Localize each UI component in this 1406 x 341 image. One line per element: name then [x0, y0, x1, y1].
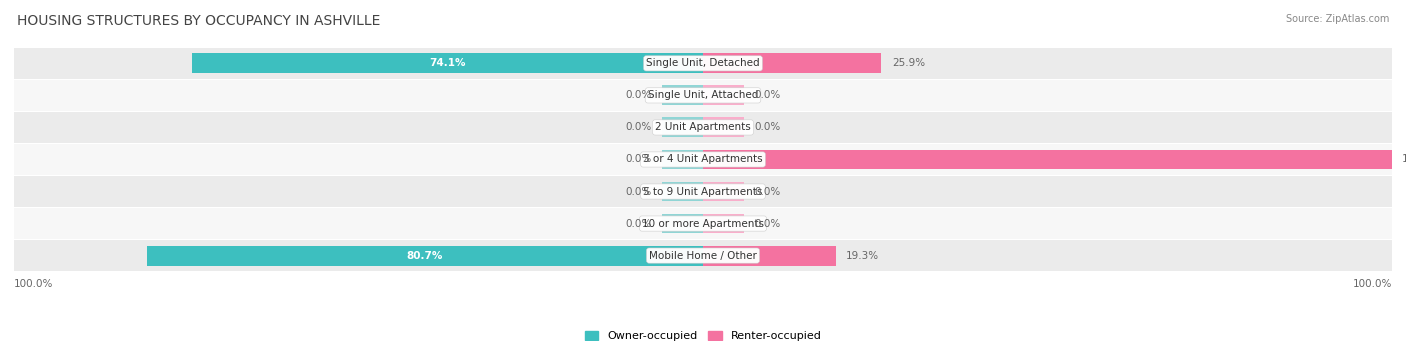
Bar [662, 86, 703, 105]
Text: 100.0%: 100.0% [14, 279, 53, 289]
Text: 0.0%: 0.0% [626, 90, 651, 100]
Text: Single Unit, Attached: Single Unit, Attached [648, 90, 758, 100]
Bar [703, 181, 744, 202]
Bar [14, 208, 1392, 239]
Bar [148, 246, 703, 266]
Text: 0.0%: 0.0% [626, 187, 651, 196]
Bar [703, 54, 882, 73]
Text: Source: ZipAtlas.com: Source: ZipAtlas.com [1285, 14, 1389, 24]
Text: Single Unit, Detached: Single Unit, Detached [647, 58, 759, 68]
Text: 0.0%: 0.0% [626, 154, 651, 164]
Bar [662, 150, 703, 169]
Text: 5 to 9 Unit Apartments: 5 to 9 Unit Apartments [644, 187, 762, 196]
Text: HOUSING STRUCTURES BY OCCUPANCY IN ASHVILLE: HOUSING STRUCTURES BY OCCUPANCY IN ASHVI… [17, 14, 380, 28]
Text: 80.7%: 80.7% [406, 251, 443, 261]
Text: 100.0%: 100.0% [1353, 279, 1392, 289]
Text: 0.0%: 0.0% [755, 187, 780, 196]
Bar [193, 54, 703, 73]
Bar [703, 246, 837, 266]
Bar [703, 118, 744, 137]
Bar [662, 118, 703, 137]
Bar [14, 176, 1392, 207]
Bar [14, 48, 1392, 78]
Text: 0.0%: 0.0% [755, 90, 780, 100]
Bar [14, 240, 1392, 271]
Text: 10 or more Apartments: 10 or more Apartments [643, 219, 763, 228]
Text: 2 Unit Apartments: 2 Unit Apartments [655, 122, 751, 132]
Text: 3 or 4 Unit Apartments: 3 or 4 Unit Apartments [643, 154, 763, 164]
Text: 25.9%: 25.9% [891, 58, 925, 68]
Text: 0.0%: 0.0% [626, 219, 651, 228]
Text: 0.0%: 0.0% [755, 122, 780, 132]
Text: 0.0%: 0.0% [755, 219, 780, 228]
Bar [14, 144, 1392, 175]
Bar [703, 86, 744, 105]
Bar [14, 80, 1392, 110]
Bar [703, 150, 1392, 169]
Bar [662, 181, 703, 202]
Text: 74.1%: 74.1% [429, 58, 465, 68]
Bar [14, 112, 1392, 143]
Bar [662, 213, 703, 234]
Bar [703, 213, 744, 234]
Text: 19.3%: 19.3% [846, 251, 879, 261]
Text: 0.0%: 0.0% [626, 122, 651, 132]
Text: Mobile Home / Other: Mobile Home / Other [650, 251, 756, 261]
Legend: Owner-occupied, Renter-occupied: Owner-occupied, Renter-occupied [581, 326, 825, 341]
Text: 100.0%: 100.0% [1402, 154, 1406, 164]
